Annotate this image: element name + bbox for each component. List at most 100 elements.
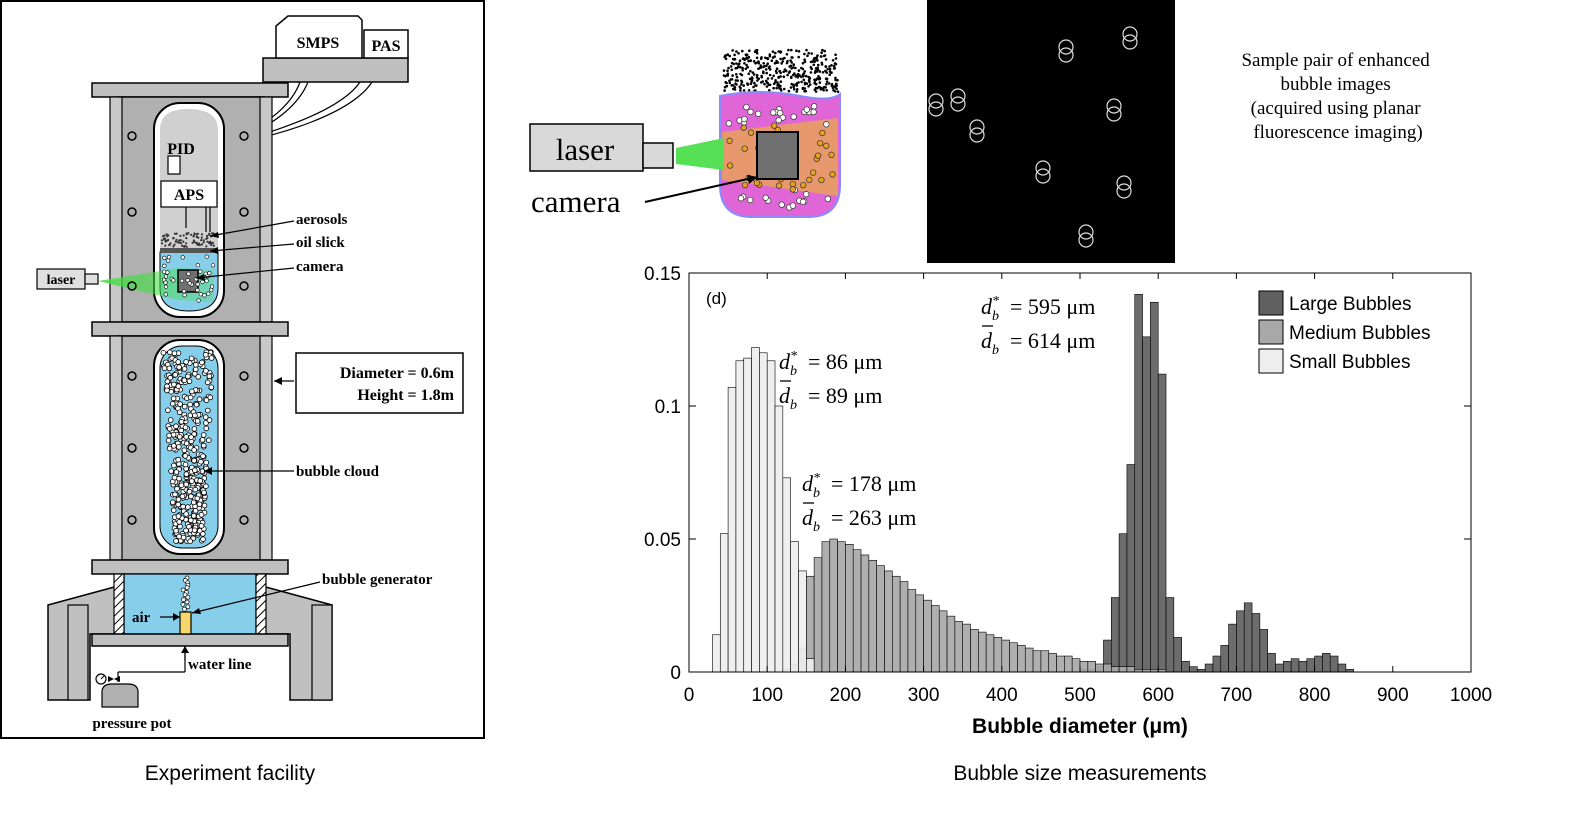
oil-droplet (825, 82, 828, 86)
cloud-bubble (197, 478, 204, 484)
height-label: Height = 1.8m (357, 387, 454, 404)
oil-droplet (777, 76, 780, 79)
bar-medium-290 (915, 594, 924, 673)
oil-droplet (823, 49, 826, 53)
legend-label-small: Small Bubbles (1289, 352, 1410, 373)
bubble-ring (1122, 34, 1138, 50)
cloud-bubble (185, 373, 191, 380)
tank-bubble (747, 108, 754, 116)
aerosol-particle (193, 232, 196, 235)
upper-bubble (209, 287, 214, 293)
aerosol-particle (200, 243, 204, 246)
cloud-bubble (167, 374, 174, 381)
bar-small-80 (751, 347, 760, 673)
cloud-bubble (182, 424, 189, 431)
sample-caption-line-1: Sample pair of enhanced (1241, 50, 1430, 71)
bar-large-720 (1251, 613, 1261, 673)
bar-medium-390 (993, 637, 1003, 673)
oil-droplet (804, 74, 808, 78)
oil-slick-label: oil slick (296, 235, 345, 251)
aerosol-particle (185, 245, 188, 248)
histogram-bars (712, 293, 1355, 673)
cloud-bubble (166, 365, 173, 372)
cloud-bubble (171, 462, 177, 469)
oil-droplet (730, 61, 734, 65)
aerosol-particle (205, 245, 208, 248)
oil-droplet (765, 85, 769, 88)
x-tick-label: 300 (908, 685, 940, 706)
oil-droplet (816, 54, 819, 57)
aerosol-particle (192, 234, 195, 237)
bolts-lower (127, 371, 249, 525)
oil-droplet (743, 58, 746, 62)
oil-droplet (832, 67, 836, 70)
aerosol-particle (197, 236, 200, 239)
y-tick-label: 0.05 (644, 530, 681, 551)
oil-droplet (729, 65, 733, 68)
oil-droplet (808, 77, 812, 80)
oil-droplet (825, 89, 828, 92)
x-tick-label: 700 (1221, 685, 1253, 706)
oil-droplet (792, 87, 796, 91)
cloud-bubble (191, 426, 198, 432)
x-tick-label: 200 (830, 685, 862, 706)
cloud-bubble (206, 373, 213, 380)
oil-droplet (823, 85, 826, 89)
camera-label: camera (296, 259, 344, 275)
middle-flange (91, 321, 289, 337)
bar-medium-530 (1103, 663, 1112, 673)
upper-bubble (165, 270, 170, 275)
bubble-ring (928, 101, 944, 117)
cloud-bubble (200, 432, 207, 438)
oil-droplet (770, 59, 774, 62)
oil-droplet (779, 80, 783, 83)
pid-box (167, 155, 181, 175)
bar-large-740 (1267, 653, 1276, 673)
cloud-bubble (173, 469, 180, 475)
oil-droplet (813, 60, 816, 63)
cloud-bubble (176, 364, 182, 370)
annotation-medium-line-1: = 178 μm (831, 471, 916, 496)
oil-droplet (744, 53, 748, 56)
cloud-bubble (171, 381, 177, 388)
cloud-bubble (178, 418, 185, 425)
cloud-bubble (188, 493, 194, 500)
bar-large-600 (1157, 373, 1167, 673)
bubble-ring (1035, 168, 1051, 184)
bubble-ring (1122, 26, 1138, 42)
bar-small-150 (805, 658, 815, 673)
cloud-bubble (180, 503, 186, 510)
oil-droplet (736, 79, 739, 82)
generated-bubble (185, 594, 191, 600)
oil-droplet (785, 61, 789, 65)
cloud-bubble (166, 445, 173, 452)
aerosol-particle (185, 237, 188, 240)
oil-droplet (824, 77, 828, 80)
oil-droplet (797, 69, 801, 72)
aerosol-particle (172, 237, 175, 240)
dstar-symbol-small: d* b (779, 349, 797, 379)
bar-small-140 (798, 570, 807, 673)
oil-droplet (741, 49, 744, 53)
bar-large-790 (1306, 658, 1315, 673)
oil-droplet (748, 77, 752, 81)
cloud-bubble (176, 444, 182, 450)
aerosol-particle (163, 234, 166, 237)
oil-droplet (726, 74, 729, 77)
bubble-ring (1116, 175, 1132, 191)
oil-droplet (768, 89, 771, 92)
pressure-pot-label: pressure pot (92, 716, 171, 732)
cloud-bubble (170, 499, 176, 506)
oil-droplet (748, 49, 751, 52)
oil-droplet (752, 73, 756, 76)
oil-droplet (733, 53, 736, 57)
aerosol-particle (191, 241, 194, 244)
cloud-bubble (183, 434, 190, 440)
tank-bubble (741, 181, 749, 189)
cloud-bubble (171, 474, 178, 481)
oil-droplet (787, 48, 790, 52)
aerosol-particle (168, 243, 171, 246)
imaging-camera-label: camera (531, 184, 621, 219)
cloud-bubble (188, 355, 195, 362)
oil-droplet (779, 89, 783, 92)
